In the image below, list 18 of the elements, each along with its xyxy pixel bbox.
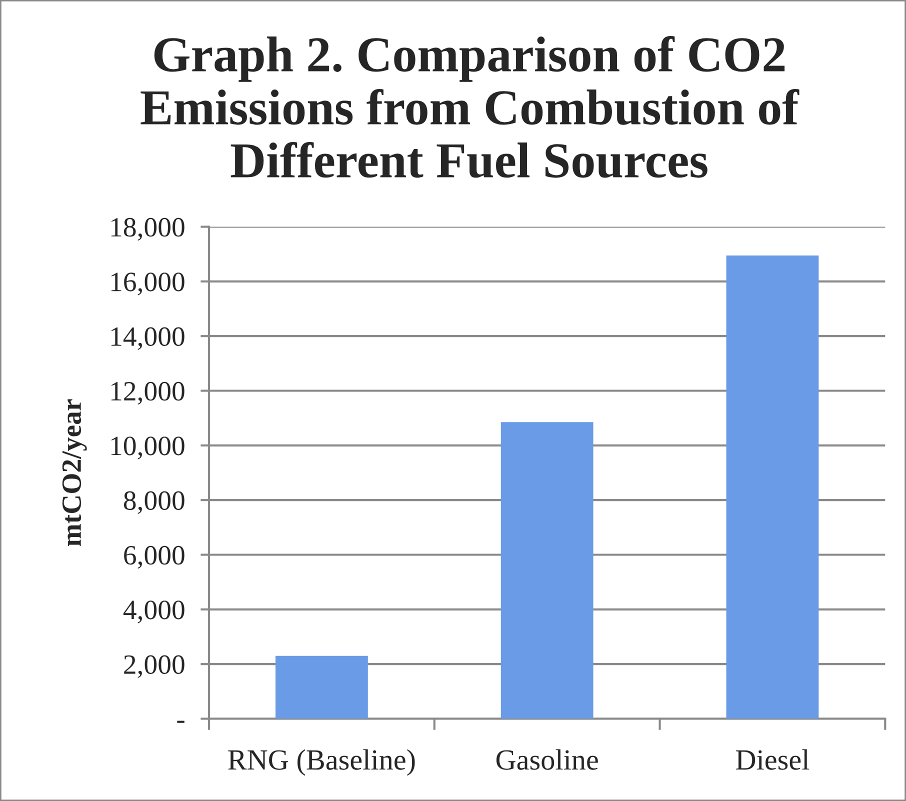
- y-tick-label: 12,000: [111, 382, 184, 405]
- y-tick-label: 10,000: [111, 436, 184, 460]
- bar: [726, 255, 819, 719]
- y-tick-label: 4,000: [123, 600, 184, 624]
- y-tick-label: 6,000: [124, 546, 184, 569]
- bar: [276, 656, 368, 719]
- y-tick-label: 2,000: [124, 655, 184, 678]
- y-tick-label: 8,000: [124, 491, 184, 514]
- y-axis-title: mtCO2/year: [62, 399, 87, 546]
- y-tick-label: 14,000: [111, 327, 184, 350]
- bar: [500, 422, 594, 719]
- y-tick-label: -: [177, 720, 184, 723]
- x-tick-label: Diesel: [736, 749, 810, 770]
- x-tick-label: RNG (Baseline): [228, 749, 415, 776]
- chart-title: Graph 2. Comparison of CO2 Emissions from Combustion of Different Fuel Sources: [140, 36, 800, 178]
- y-tick-label: 18,000: [111, 218, 184, 241]
- y-tick-label: 16,000: [111, 272, 184, 296]
- x-tick-label: Gasoline: [496, 749, 598, 770]
